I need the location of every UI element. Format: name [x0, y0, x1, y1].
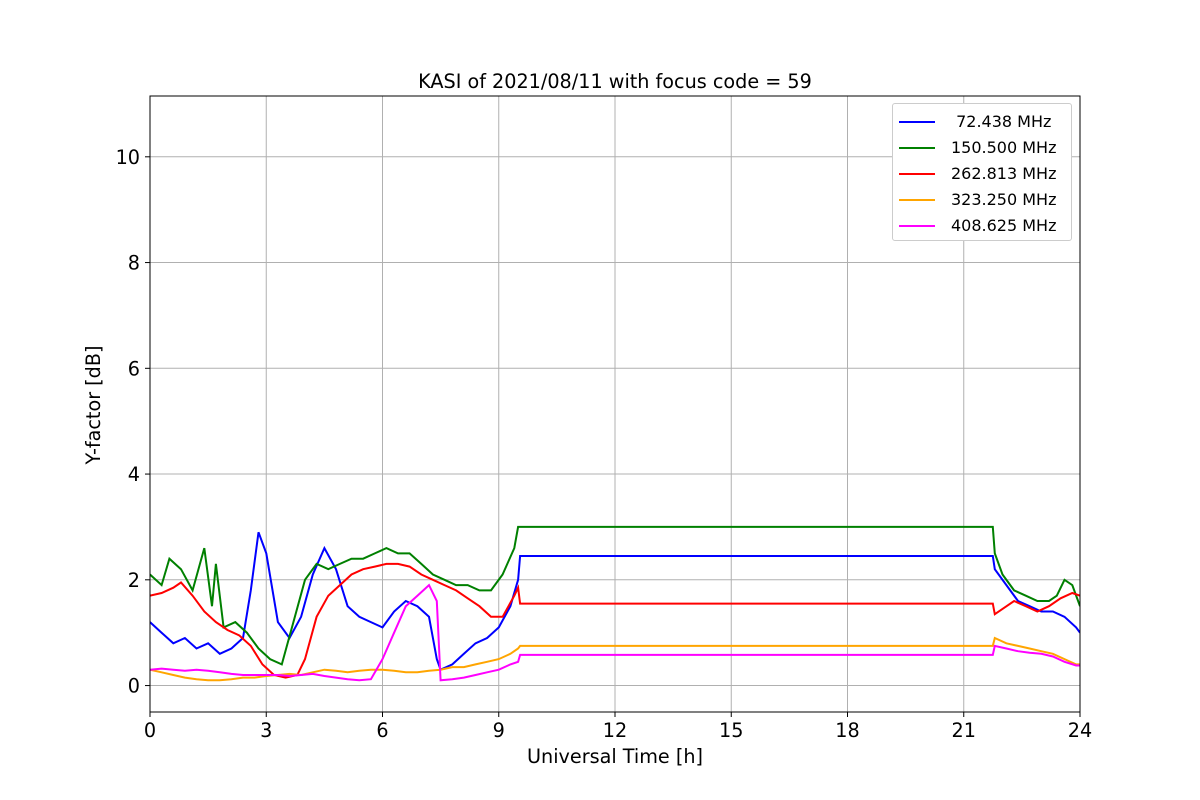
x-tick-label: 24: [1068, 719, 1092, 742]
x-tick-label: 21: [952, 719, 976, 742]
x-tick-label: 3: [260, 719, 272, 742]
legend-swatch: [899, 173, 935, 175]
x-axis: 0 3 6 9 12 15 18 21 24: [144, 712, 1092, 742]
y-axis: 0 2 4 6 8 10: [116, 146, 150, 698]
y-tick-label: 8: [128, 252, 140, 275]
legend-swatch: [899, 199, 935, 201]
y-tick-label: 10: [116, 146, 140, 169]
x-tick-label: 9: [493, 719, 505, 742]
legend-label: 262.813 MHz: [951, 164, 1057, 183]
y-axis-label: Y-factor [dB]: [82, 346, 105, 466]
y-tick-label: 4: [128, 463, 140, 486]
legend-label: 150.500 MHz: [951, 138, 1057, 157]
legend-item: 408.625 MHz: [893, 212, 1071, 238]
legend-label: 408.625 MHz: [951, 216, 1057, 235]
legend-label: 323.250 MHz: [951, 190, 1057, 209]
x-axis-label: Universal Time [h]: [527, 745, 703, 768]
y-tick-label: 6: [128, 357, 140, 380]
legend-label: 72.438 MHz: [951, 112, 1052, 131]
y-tick-label: 2: [128, 569, 140, 592]
series-line-1: [150, 531, 1080, 672]
legend-swatch: [899, 121, 935, 123]
legend-item: 72.438 MHz: [893, 108, 1071, 134]
legend-swatch: [899, 225, 935, 227]
series-line-2: [150, 525, 1080, 666]
legend: 72.438 MHz 150.500 MHz 262.813 MHz 323.2…: [892, 103, 1072, 241]
x-tick-label: 6: [376, 719, 388, 742]
legend-swatch: [899, 147, 935, 149]
x-tick-label: 15: [719, 719, 743, 742]
series-line-5: [150, 583, 1080, 682]
series-layer: [150, 525, 1080, 682]
x-tick-label: 0: [144, 719, 156, 742]
legend-item: 150.500 MHz: [893, 134, 1071, 160]
x-tick-label: 12: [603, 719, 627, 742]
legend-item: 262.813 MHz: [893, 160, 1071, 186]
legend-item: 323.250 MHz: [893, 186, 1071, 212]
y-tick-label: 0: [128, 675, 140, 698]
series-line-4: [150, 636, 1080, 682]
chart-title: KASI of 2021/08/11 with focus code = 59: [418, 70, 812, 93]
series-line-3: [150, 562, 1080, 679]
x-tick-label: 18: [835, 719, 859, 742]
